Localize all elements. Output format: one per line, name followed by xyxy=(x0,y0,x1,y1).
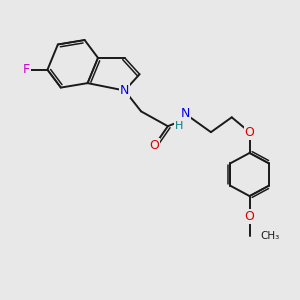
Text: CH₃: CH₃ xyxy=(260,231,279,241)
Text: H: H xyxy=(175,121,183,130)
Text: F: F xyxy=(23,63,30,76)
Text: N: N xyxy=(120,84,129,97)
Text: O: O xyxy=(244,126,254,139)
Text: N: N xyxy=(181,107,190,120)
Text: O: O xyxy=(244,210,254,224)
Text: O: O xyxy=(149,139,159,152)
